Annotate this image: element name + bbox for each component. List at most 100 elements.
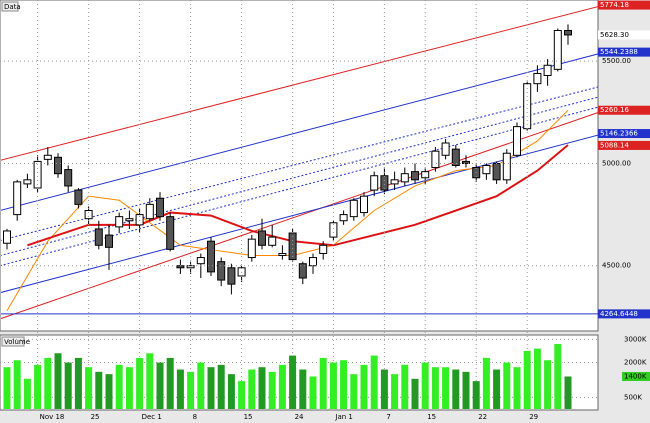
price-tag-label: 5088.14 <box>600 141 629 149</box>
volume-tick-label: 500K <box>624 393 642 401</box>
volume-tag-label: 1400K <box>624 372 647 380</box>
x-tick-label: 22 <box>478 413 487 421</box>
candle-body <box>553 29 562 70</box>
candle-body <box>411 171 419 181</box>
price-tag-label: 5774.18 <box>600 1 629 9</box>
candle-body <box>339 214 348 222</box>
candle-body <box>370 175 379 191</box>
volume-tick-label: 3000K <box>624 335 647 343</box>
x-tick-label: 29 <box>529 413 538 421</box>
candle-body <box>513 126 521 156</box>
price-tag-label: 4264.6448 <box>600 310 638 318</box>
volume-bar <box>340 360 348 409</box>
volume-tick-label: 2000K <box>624 359 647 367</box>
candle-body <box>258 230 266 246</box>
candle-body <box>564 29 572 36</box>
candle-body <box>451 148 460 166</box>
candle-body <box>360 195 368 214</box>
volume-bar <box>329 362 337 409</box>
volume-bar <box>176 369 184 409</box>
volume-bar <box>156 362 164 409</box>
volume-bar <box>278 364 286 409</box>
volume-bar <box>74 357 82 409</box>
candle-body <box>278 252 287 257</box>
candle-body <box>390 179 399 185</box>
volume-bar <box>493 369 501 409</box>
volume-bar <box>462 371 470 409</box>
volume-bar <box>360 364 368 409</box>
price-tag <box>598 0 650 10</box>
candle-body <box>125 218 134 222</box>
candle-body <box>400 173 409 183</box>
volume-bar <box>44 357 52 409</box>
candle-body <box>543 64 552 76</box>
candle-body <box>502 152 511 181</box>
volume-bar <box>166 357 174 409</box>
volume-bar <box>248 369 256 409</box>
volume-bar <box>125 367 133 409</box>
volume-bar <box>533 348 541 409</box>
volume-bar <box>513 367 521 409</box>
price-tag <box>598 30 650 40</box>
candle-body <box>23 179 32 185</box>
x-tick-label: 25 <box>91 413 100 421</box>
x-tick-label: Dec 1 <box>142 413 162 421</box>
volume-bar <box>105 374 113 409</box>
candle-body <box>227 267 236 285</box>
candle-body <box>43 154 52 160</box>
volume-bar <box>238 381 246 409</box>
volume-bar <box>115 364 123 409</box>
candle-body <box>298 263 307 279</box>
x-tick-label: 15 <box>244 413 253 421</box>
volume-bar <box>13 360 21 409</box>
volume-bar <box>23 378 31 409</box>
candle-body <box>441 142 450 156</box>
chart-title: Data <box>4 3 21 11</box>
volume-bar <box>319 357 327 409</box>
volume-bar <box>452 369 460 409</box>
price-tag <box>598 47 650 57</box>
candle-body <box>94 228 103 246</box>
candle-body <box>462 160 470 164</box>
volume-bar <box>136 357 144 409</box>
candle-body <box>64 169 73 187</box>
candle-body <box>523 83 532 130</box>
candle-body <box>115 216 124 228</box>
volume-bar <box>523 350 531 409</box>
volume-bar <box>54 353 62 409</box>
candle-body <box>309 257 317 267</box>
y-tick-label: 5500.00 <box>602 57 631 65</box>
price-tag-label: 5628.30 <box>600 31 629 39</box>
volume-bar <box>258 367 266 409</box>
candle-body <box>186 265 195 269</box>
volume-bar <box>217 364 225 409</box>
volume-bar <box>411 378 419 409</box>
candle-body <box>482 165 491 175</box>
volume-bar <box>472 381 480 409</box>
price-tag <box>598 129 650 139</box>
volume-bar <box>146 353 154 409</box>
volume-bar <box>289 355 297 409</box>
volume-bar <box>309 376 317 409</box>
volume-bar <box>544 360 552 409</box>
volume-bar <box>442 367 450 409</box>
channel-line <box>1 53 598 211</box>
candle-body <box>329 222 338 238</box>
volume-bar <box>207 367 215 409</box>
volume-bar <box>3 367 11 409</box>
channel-line <box>1 86 598 241</box>
volume-bar <box>95 371 103 409</box>
title-box <box>1 1 19 12</box>
x-tick-label: Nov 18 <box>40 413 65 421</box>
candle-body <box>145 203 154 220</box>
candle-body <box>380 175 389 191</box>
volume-bar <box>564 376 572 409</box>
volume-bar <box>85 367 93 409</box>
y-tick-label: 4500.00 <box>602 262 631 270</box>
volume-bar <box>370 355 378 409</box>
x-tick-label: 15 <box>427 413 436 421</box>
moving-average <box>27 144 569 247</box>
candle-body <box>13 181 22 216</box>
candle-body <box>492 162 501 181</box>
candle-body <box>166 216 175 250</box>
